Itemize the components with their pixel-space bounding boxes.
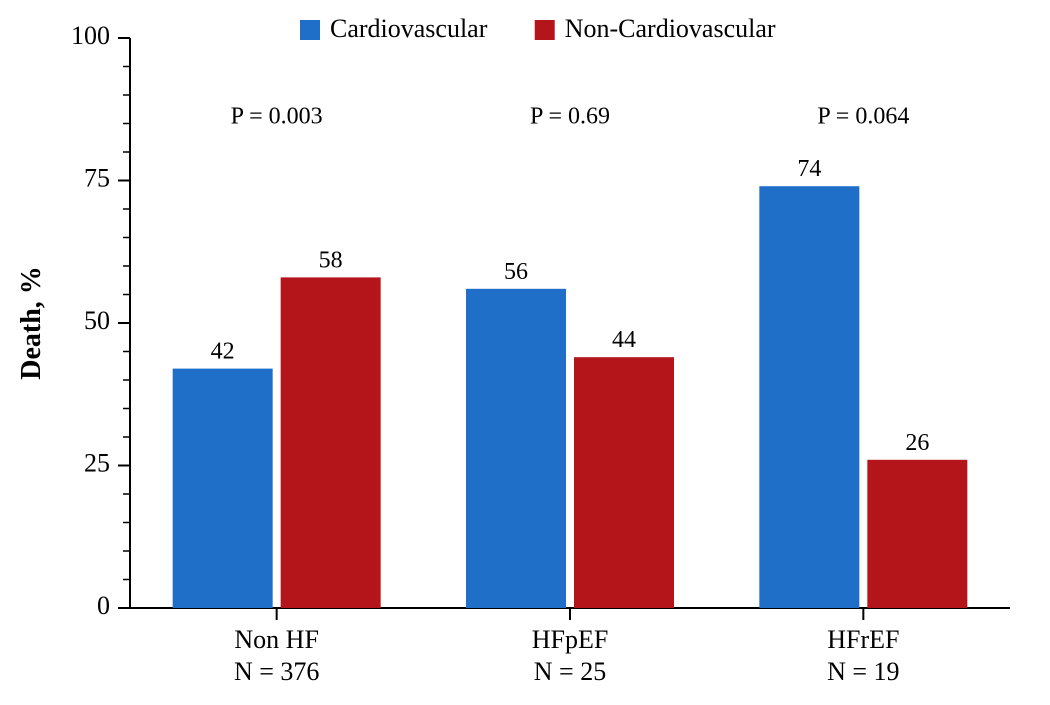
x-category-label: HFpEF: [532, 625, 609, 654]
chart-svg: 0 25 50 75 100 Death, % Non HF N = 376 P = 0.003…: [0, 0, 1050, 705]
bar-value-label: 58: [319, 247, 343, 273]
legend-swatch: [300, 20, 320, 40]
y-tick-label: 100: [71, 21, 110, 50]
p-value-label: P = 0.69: [530, 104, 610, 130]
bar: [466, 289, 566, 608]
bar: [574, 357, 674, 608]
p-value-label: P = 0.064: [817, 104, 909, 130]
bar-value-label: 56: [504, 259, 528, 285]
x-n-label: N = 25: [534, 657, 606, 686]
p-value-label: P = 0.003: [231, 104, 323, 130]
bar-value-label: 42: [211, 339, 235, 365]
legend-label: Non-Cardiovascular: [565, 14, 776, 43]
x-n-label: N = 19: [827, 657, 899, 686]
bar-value-label: 74: [797, 156, 821, 182]
y-axis-label: Death, %: [16, 266, 47, 380]
bar-value-label: 26: [905, 430, 929, 456]
y-tick-label: 75: [84, 163, 110, 192]
bar-value-label: 44: [612, 327, 636, 353]
y-tick-label: 50: [84, 306, 110, 335]
bar: [759, 186, 859, 608]
death-by-hf-chart: 0 25 50 75 100 Death, % Non HF N = 376 P = 0.003…: [0, 0, 1050, 705]
bar: [281, 277, 381, 608]
bar: [173, 369, 273, 608]
bar: [867, 460, 967, 608]
x-n-label: N = 376: [234, 657, 319, 686]
x-category-label: Non HF: [234, 625, 319, 654]
x-category-label: HFrEF: [827, 625, 899, 654]
legend-label: Cardiovascular: [330, 14, 488, 43]
legend-swatch: [535, 20, 555, 40]
y-tick-label: 0: [97, 591, 110, 620]
y-tick-label: 25: [84, 448, 110, 477]
